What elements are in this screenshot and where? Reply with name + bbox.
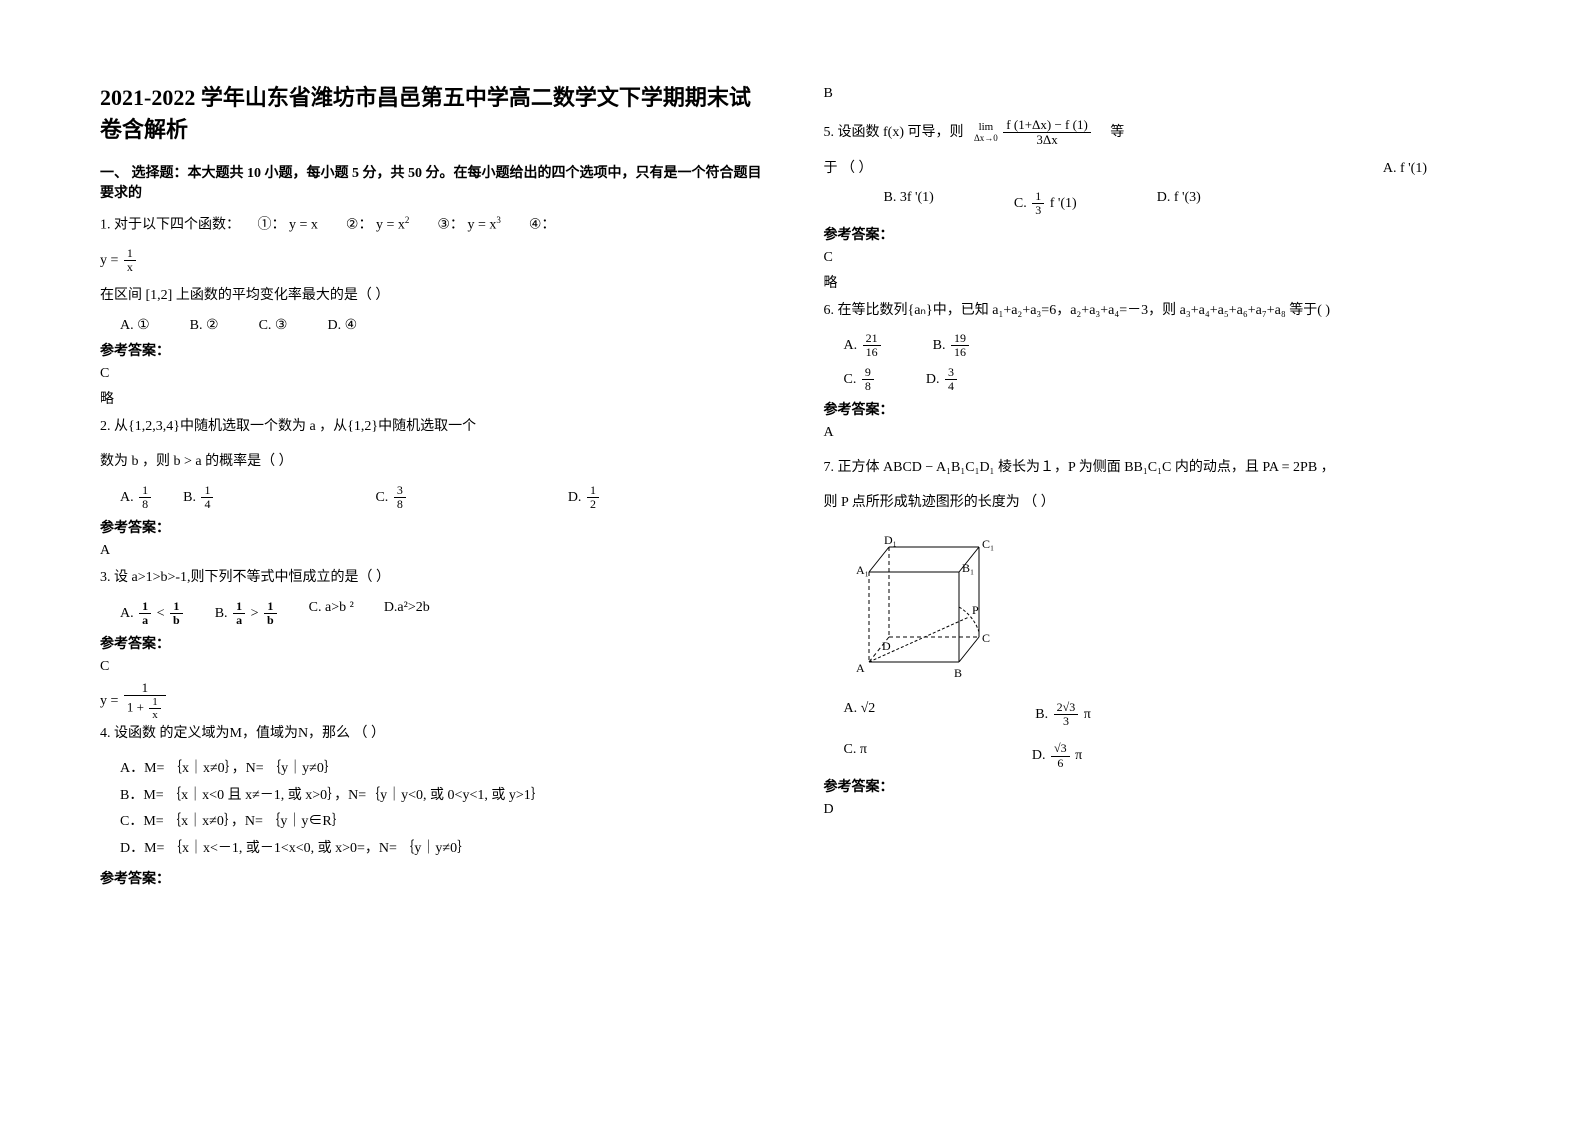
q3-answer: C xyxy=(100,659,764,675)
q3-choice-d: D.a²>2b xyxy=(384,600,430,627)
q1-brief: 略 xyxy=(100,388,764,408)
svg-text:D₁: D₁ xyxy=(884,533,897,547)
question-4: y = 1 1 + 1x 4. 设函数 的定义域为M，值域为N，那么 （ ） xyxy=(100,681,764,748)
q2-stem-a: 2. 从{1,2,3,4}中随机选取一个数为 a ，从{1,2}中随机选取一个 xyxy=(100,414,764,441)
q5-choice-a: A. f '(1) xyxy=(1383,156,1427,183)
svg-text:P: P xyxy=(972,603,979,617)
q2-answer: A xyxy=(100,543,764,559)
q6-answer: A xyxy=(824,425,1488,441)
q1-f1-label: ①： xyxy=(258,218,286,233)
q7-answer-label: 参考答案： xyxy=(824,776,1488,796)
q4-choice-a: A．M= ｛x｜x≠0｝，N= ｛y｜y≠0｝ xyxy=(120,756,764,783)
q3-choice-a: A. 1a < 1b xyxy=(120,600,185,627)
q6-choice-a: A. 2116 xyxy=(844,332,883,359)
q7-choices-row1: A. √2 B. 2√33 π xyxy=(844,701,1488,728)
q7-choice-a: A. √2 xyxy=(844,701,876,728)
q2-choice-b: B. 14 xyxy=(183,484,215,511)
q7-choices-row2: C. π D. √36 π xyxy=(844,742,1488,769)
q5-row: 于 （ ） A. f '(1) xyxy=(824,156,1488,183)
q4-answer-label: 参考答案： xyxy=(100,868,764,888)
section-1-head: 一、 选择题：本大题共 10 小题，每小题 5 分，共 50 分。在每小题给出的… xyxy=(100,162,764,202)
q5-choices: B. 3f '(1) C. 13 f '(1) D. f '(3) xyxy=(884,190,1488,217)
q7-choice-d: D. √36 π xyxy=(1032,742,1082,769)
q5-choice-b: B. 3f '(1) xyxy=(884,190,934,217)
q6-choices-row1: A. 2116 B. 1916 xyxy=(844,332,1488,359)
q2-choice-d: D. 12 xyxy=(568,484,601,511)
q5-stem-a: 5. 设函数 f(x) 可导，则 xyxy=(824,125,964,140)
q4-stem-b: 的定义域为M，值域为N，那么 （ ） xyxy=(160,726,386,741)
q5-answer-label: 参考答案： xyxy=(824,224,1488,244)
q5-stem-b: 等 xyxy=(1110,125,1124,140)
q4-choices: A．M= ｛x｜x≠0｝，N= ｛y｜y≠0｝ B．M= ｛x｜x<0 且 x≠… xyxy=(120,756,764,862)
q1-f4-expr: y = 1x xyxy=(100,247,764,275)
q1-choice-c: C. ③ xyxy=(259,317,288,334)
q1-f4-num: 1 xyxy=(124,247,136,261)
q2-choices: A. 18 B. 14 C. 38 D. 12 xyxy=(120,484,764,511)
q7-choice-b: B. 2√33 π xyxy=(1035,701,1091,728)
q1-choice-a: A. ① xyxy=(120,317,150,334)
q1-f2-exp: 2 xyxy=(405,215,410,225)
q1-f4-den: x xyxy=(124,261,136,274)
q1-choice-b: B. ② xyxy=(190,317,219,334)
q7-stem-b: 则 P 点所形成轨迹图形的长度为 （ ） xyxy=(824,490,1488,517)
svg-text:B₁: B₁ xyxy=(962,561,974,575)
q4-choice-d: D．M= ｛x｜x<－1, 或－1<x<0, 或 x>0=，N= ｛y｜y≠0｝ xyxy=(120,836,764,863)
q1-f3: y = x xyxy=(467,218,496,233)
q1-f2-label: ②： xyxy=(346,218,373,233)
question-1: 1. 对于以下四个函数： ①： y = x ②： y = x2 ③： y = x… xyxy=(100,212,764,239)
q4-choice-b: B．M= ｛x｜x<0 且 x≠－1, 或 x>0｝，N=｛y｜y<0, 或 0… xyxy=(120,783,764,810)
q6-choice-c: C. 98 xyxy=(844,366,876,393)
left-column: 2021-2022 学年山东省潍坊市昌邑第五中学高二数学文下学期期末试卷含解析 … xyxy=(100,80,764,1042)
q6-choice-d: D. 34 xyxy=(926,366,959,393)
right-column: B 5. 设函数 f(x) 可导，则 lim Δx→0 f (1+Δx) − f… xyxy=(824,80,1488,1042)
q1-f1: y = x xyxy=(289,218,318,233)
q7-stem-a: 7. 正方体 ABCD − A₁B₁C₁D₁ 棱长为１，P 为侧面 BB₁C₁C… xyxy=(824,455,1488,482)
q3-answer-label: 参考答案： xyxy=(100,633,764,653)
q5-choice-c: C. 13 f '(1) xyxy=(1014,190,1077,217)
q1-f3-label: ③： xyxy=(437,218,464,233)
q1-f3-exp: 3 xyxy=(496,215,501,225)
q1-answer-label: 参考答案： xyxy=(100,340,764,360)
q4-choice-c: C．M= ｛x｜x≠0｝，N= ｛y｜y∈R｝ xyxy=(120,809,764,836)
q5-stem-c: 于 （ ） xyxy=(824,161,873,176)
svg-text:C: C xyxy=(982,631,990,645)
svg-text:D: D xyxy=(882,639,891,653)
q1-choices: A. ① B. ② C. ③ D. ④ xyxy=(120,317,764,334)
q3-choices: A. 1a < 1b B. 1a > 1b C. a>b ² D.a²>2b xyxy=(120,600,764,627)
q5-choice-d: D. f '(3) xyxy=(1157,190,1201,217)
doc-title: 2021-2022 学年山东省潍坊市昌邑第五中学高二数学文下学期期末试卷含解析 xyxy=(100,80,764,144)
q5-answer: C xyxy=(824,250,1488,266)
svg-text:A₁: A₁ xyxy=(856,563,869,577)
q3-choice-c: C. a>b ² xyxy=(309,600,354,627)
q1-f4-label: ④： xyxy=(529,218,556,233)
q6-choices-row2: C. 98 D. 34 xyxy=(844,366,1488,393)
question-5: 5. 设函数 f(x) 可导，则 lim Δx→0 f (1+Δx) − f (… xyxy=(824,118,1488,148)
q7-choice-c: C. π xyxy=(844,742,867,769)
q1-stem-b: 在区间 [1,2] 上函数的平均变化率最大的是（ ） xyxy=(100,283,764,310)
q3-choice-b: B. 1a > 1b xyxy=(215,600,279,627)
q1-f2: y = x xyxy=(376,218,405,233)
q7-answer: D xyxy=(824,802,1488,818)
q6-stem: 6. 在等比数列{aₙ}中，已知 a₁+a₂+a₃=6，a₂+a₃+a₄=－3，… xyxy=(824,298,1488,325)
svg-text:B: B xyxy=(954,666,962,680)
svg-text:A: A xyxy=(856,661,865,675)
q4-answer: B xyxy=(824,86,1488,102)
q1-answer: C xyxy=(100,366,764,382)
q6-answer-label: 参考答案： xyxy=(824,399,1488,419)
q1-choice-d: D. ④ xyxy=(327,317,357,334)
q2-answer-label: 参考答案： xyxy=(100,517,764,537)
cube-diagram: D₁ C₁ A₁ B₁ C B A D P xyxy=(854,532,1014,682)
q3-stem: 3. 设 a>1>b>-1,则下列不等式中恒成立的是（ ） xyxy=(100,565,764,592)
q6-choice-b: B. 1916 xyxy=(933,332,971,359)
q4-stem-a: 4. 设函数 xyxy=(100,726,156,741)
q2-choice-a: A. 18 xyxy=(120,484,153,511)
q1-stem-a: 1. 对于以下四个函数： xyxy=(100,218,240,233)
q2-stem-b: 数为 b ，则 b > a 的概率是（ ） xyxy=(100,449,764,476)
q1-f4-lhs: y = xyxy=(100,253,122,268)
svg-text:C₁: C₁ xyxy=(982,537,994,551)
q2-choice-c: C. 38 xyxy=(375,484,407,511)
q5-brief: 略 xyxy=(824,272,1488,292)
